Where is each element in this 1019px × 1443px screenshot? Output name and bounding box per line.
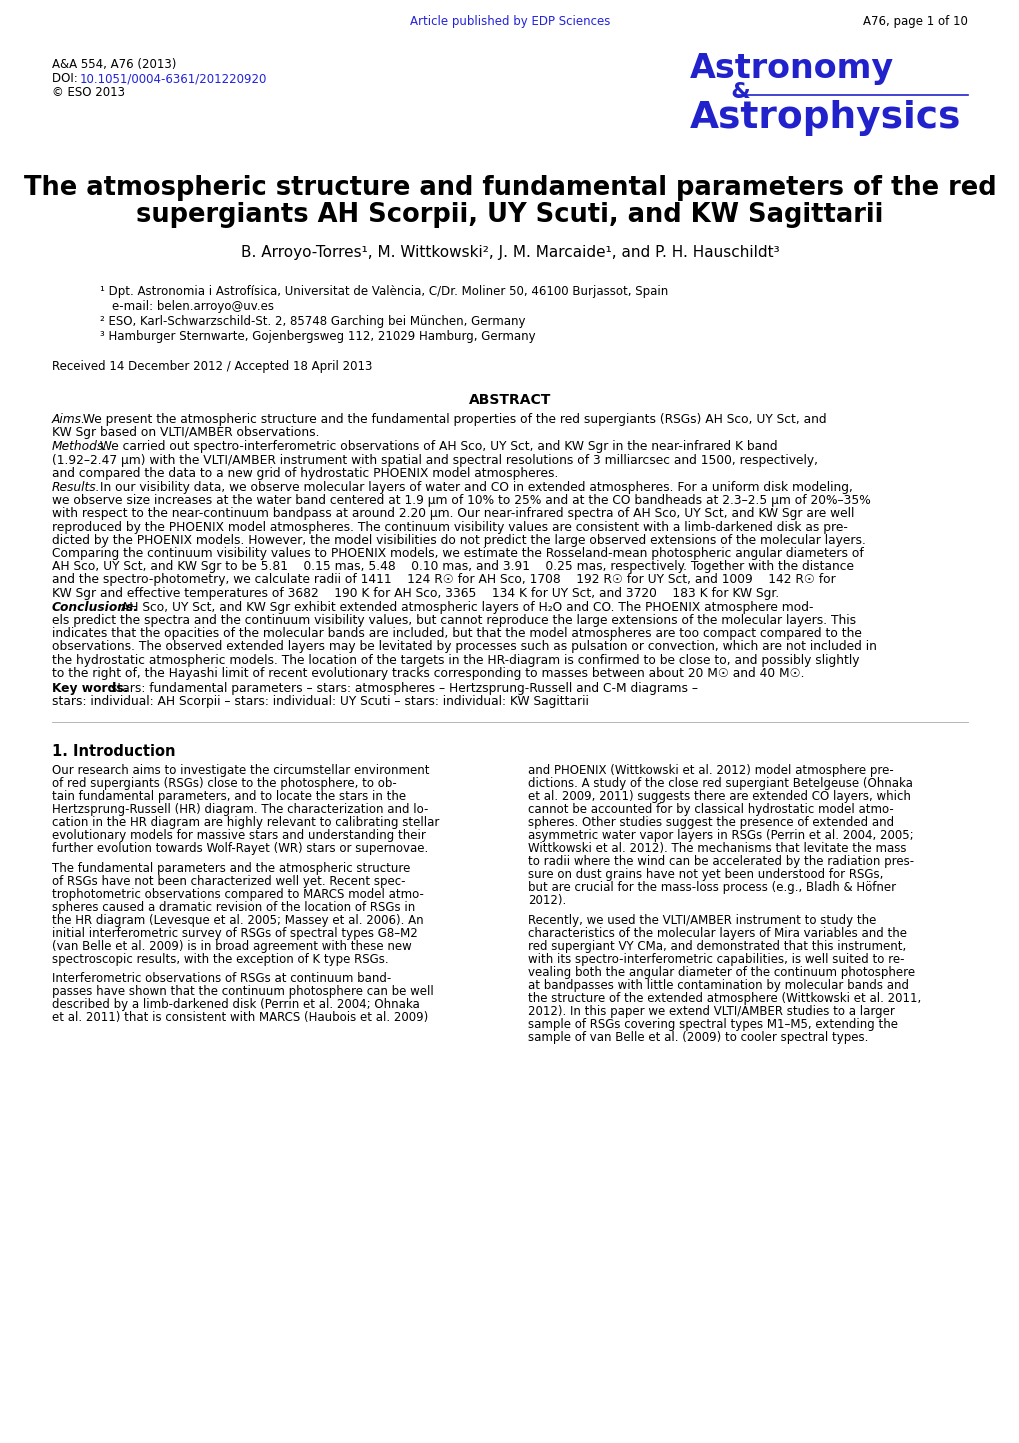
Text: Received 14 December 2012 / Accepted 18 April 2013: Received 14 December 2012 / Accepted 18 … — [52, 359, 372, 372]
Text: stars: fundamental parameters – stars: atmospheres – Hertzsprung-Russell and C-M: stars: fundamental parameters – stars: a… — [106, 683, 697, 696]
Text: at bandpasses with little contamination by molecular bands and: at bandpasses with little contamination … — [528, 978, 908, 991]
Text: ² ESO, Karl-Schwarzschild-St. 2, 85748 Garching bei München, Germany: ² ESO, Karl-Schwarzschild-St. 2, 85748 G… — [100, 315, 525, 328]
Text: 1. Introduction: 1. Introduction — [52, 745, 175, 759]
Text: the hydrostatic atmospheric models. The location of the targets in the HR-diagra: the hydrostatic atmospheric models. The … — [52, 654, 859, 667]
Text: A76, page 1 of 10: A76, page 1 of 10 — [862, 14, 967, 27]
Text: Comparing the continuum visibility values to PHOENIX models, we estimate the Ros: Comparing the continuum visibility value… — [52, 547, 863, 560]
Text: Hertzsprung-Russell (HR) diagram. The characterization and lo-: Hertzsprung-Russell (HR) diagram. The ch… — [52, 804, 428, 817]
Text: Wittkowski et al. 2012). The mechanisms that levitate the mass: Wittkowski et al. 2012). The mechanisms … — [528, 843, 906, 856]
Text: Aims.: Aims. — [52, 413, 86, 426]
Text: Interferometric observations of RSGs at continuum band-: Interferometric observations of RSGs at … — [52, 973, 391, 986]
Text: A&A 554, A76 (2013): A&A 554, A76 (2013) — [52, 58, 176, 71]
Text: red supergiant VY CMa, and demonstrated that this instrument,: red supergiant VY CMa, and demonstrated … — [528, 939, 905, 952]
Text: Our research aims to investigate the circumstellar environment: Our research aims to investigate the cir… — [52, 765, 429, 778]
Text: dicted by the PHOENIX models. However, the model visibilities do not predict the: dicted by the PHOENIX models. However, t… — [52, 534, 865, 547]
Text: 2012). In this paper we extend VLTI/AMBER studies to a larger: 2012). In this paper we extend VLTI/AMBE… — [528, 1004, 894, 1017]
Text: spheres. Other studies suggest the presence of extended and: spheres. Other studies suggest the prese… — [528, 817, 894, 830]
Text: evolutionary models for massive stars and understanding their: evolutionary models for massive stars an… — [52, 830, 426, 843]
Text: Recently, we used the VLTI/AMBER instrument to study the: Recently, we used the VLTI/AMBER instrum… — [528, 913, 875, 926]
Text: characteristics of the molecular layers of Mira variables and the: characteristics of the molecular layers … — [528, 926, 906, 939]
Text: Astronomy: Astronomy — [689, 52, 894, 85]
Text: AH Sco, UY Sct, and KW Sgr to be 5.81    0.15 mas, 5.48    0.10 mas, and 3.91   : AH Sco, UY Sct, and KW Sgr to be 5.81 0.… — [52, 560, 853, 573]
Text: 2012).: 2012). — [528, 895, 566, 908]
Text: spectroscopic results, with the exception of K type RSGs.: spectroscopic results, with the exceptio… — [52, 952, 388, 965]
Text: The fundamental parameters and the atmospheric structure: The fundamental parameters and the atmos… — [52, 861, 410, 874]
Text: and the spectro-photometry, we calculate radii of 1411    124 R☉ for AH Sco, 170: and the spectro-photometry, we calculate… — [52, 573, 835, 586]
Text: In our visibility data, we observe molecular layers of water and CO in extended : In our visibility data, we observe molec… — [96, 481, 852, 494]
Text: Methods.: Methods. — [52, 440, 108, 453]
Text: Key words.: Key words. — [52, 683, 128, 696]
Text: sample of van Belle et al. (2009) to cooler spectral types.: sample of van Belle et al. (2009) to coo… — [528, 1030, 867, 1043]
Text: observations. The observed extended layers may be levitated by processes such as: observations. The observed extended laye… — [52, 641, 876, 654]
Text: Results.: Results. — [52, 481, 101, 494]
Text: described by a limb-darkened disk (Perrin et al. 2004; Ohnaka: described by a limb-darkened disk (Perri… — [52, 999, 420, 1012]
Text: AH Sco, UY Sct, and KW Sgr exhibit extended atmospheric layers of H₂O and CO. Th: AH Sco, UY Sct, and KW Sgr exhibit exten… — [117, 600, 813, 613]
Text: 10.1051/0004-6361/201220920: 10.1051/0004-6361/201220920 — [79, 72, 267, 85]
Text: supergiants AH Scorpii, UY Scuti, and KW Sagittarii: supergiants AH Scorpii, UY Scuti, and KW… — [137, 202, 882, 228]
Text: et al. 2011) that is consistent with MARCS (Haubois et al. 2009): et al. 2011) that is consistent with MAR… — [52, 1012, 428, 1025]
Text: sure on dust grains have not yet been understood for RSGs,: sure on dust grains have not yet been un… — [528, 869, 882, 882]
Text: ABSTRACT: ABSTRACT — [469, 392, 550, 407]
Text: reproduced by the PHOENIX model atmospheres. The continuum visibility values are: reproduced by the PHOENIX model atmosphe… — [52, 521, 847, 534]
Text: and compared the data to a new grid of hydrostatic PHOENIX model atmospheres.: and compared the data to a new grid of h… — [52, 466, 557, 481]
Text: we observe size increases at the water band centered at 1.9 μm of 10% to 25% and: we observe size increases at the water b… — [52, 494, 870, 506]
Text: with its spectro-interferometric capabilities, is well suited to re-: with its spectro-interferometric capabil… — [528, 952, 904, 965]
Text: passes have shown that the continuum photosphere can be well: passes have shown that the continuum pho… — [52, 986, 433, 999]
Text: Article published by EDP Sciences: Article published by EDP Sciences — [410, 14, 609, 27]
Text: &: & — [707, 82, 750, 102]
Text: to radii where the wind can be accelerated by the radiation pres-: to radii where the wind can be accelerat… — [528, 856, 913, 869]
Text: The atmospheric structure and fundamental parameters of the red: The atmospheric structure and fundamenta… — [23, 175, 996, 201]
Text: e-mail: belen.arroyo@uv.es: e-mail: belen.arroyo@uv.es — [112, 300, 274, 313]
Text: dictions. A study of the close red supergiant Betelgeuse (Ohnaka: dictions. A study of the close red super… — [528, 778, 912, 791]
Text: with respect to the near-continuum bandpass at around 2.20 μm. Our near-infrared: with respect to the near-continuum bandp… — [52, 508, 854, 521]
Text: We carried out spectro-interferometric observations of AH Sco, UY Sct, and KW Sg: We carried out spectro-interferometric o… — [96, 440, 776, 453]
Text: to the right of, the Hayashi limit of recent evolutionary tracks corresponding t: to the right of, the Hayashi limit of re… — [52, 667, 804, 680]
Text: stars: individual: AH Scorpii – stars: individual: UY Scuti – stars: individual:: stars: individual: AH Scorpii – stars: i… — [52, 696, 588, 709]
Text: (van Belle et al. 2009) is in broad agreement with these new: (van Belle et al. 2009) is in broad agre… — [52, 939, 412, 952]
Text: B. Arroyo-Torres¹, M. Wittkowski², J. M. Marcaide¹, and P. H. Hauschildt³: B. Arroyo-Torres¹, M. Wittkowski², J. M.… — [240, 245, 779, 260]
Text: asymmetric water vapor layers in RSGs (Perrin et al. 2004, 2005;: asymmetric water vapor layers in RSGs (P… — [528, 830, 913, 843]
Text: indicates that the opacities of the molecular bands are included, but that the m: indicates that the opacities of the mole… — [52, 628, 861, 641]
Text: KW Sgr and effective temperatures of 3682    190 K for AH Sco, 3365    134 K for: KW Sgr and effective temperatures of 368… — [52, 587, 779, 600]
Text: cation in the HR diagram are highly relevant to calibrating stellar: cation in the HR diagram are highly rele… — [52, 817, 439, 830]
Text: ³ Hamburger Sternwarte, Gojenbergsweg 112, 21029 Hamburg, Germany: ³ Hamburger Sternwarte, Gojenbergsweg 11… — [100, 330, 535, 343]
Text: We present the atmospheric structure and the fundamental properties of the red s: We present the atmospheric structure and… — [79, 413, 826, 426]
Text: sample of RSGs covering spectral types M1–M5, extending the: sample of RSGs covering spectral types M… — [528, 1017, 897, 1030]
Text: vealing both the angular diameter of the continuum photosphere: vealing both the angular diameter of the… — [528, 965, 914, 978]
Text: the structure of the extended atmosphere (Wittkowski et al. 2011,: the structure of the extended atmosphere… — [528, 991, 920, 1004]
Text: trophotometric observations compared to MARCS model atmo-: trophotometric observations compared to … — [52, 887, 424, 900]
Text: KW Sgr based on VLTI/AMBER observations.: KW Sgr based on VLTI/AMBER observations. — [52, 426, 319, 439]
Text: DOI:: DOI: — [52, 72, 82, 85]
Text: els predict the spectra and the continuum visibility values, but cannot reproduc: els predict the spectra and the continuu… — [52, 615, 855, 628]
Text: but are crucial for the mass-loss process (e.g., Bladh & Höfner: but are crucial for the mass-loss proces… — [528, 882, 896, 895]
Text: Astrophysics: Astrophysics — [689, 100, 961, 136]
Text: et al. 2009, 2011) suggests there are extended CO layers, which: et al. 2009, 2011) suggests there are ex… — [528, 791, 910, 804]
Text: (1.92–2.47 μm) with the VLTI/AMBER instrument with spatial and spectral resoluti: (1.92–2.47 μm) with the VLTI/AMBER instr… — [52, 453, 817, 466]
Text: spheres caused a dramatic revision of the location of RSGs in: spheres caused a dramatic revision of th… — [52, 900, 415, 913]
Text: Conclusions.: Conclusions. — [52, 600, 139, 613]
Text: and PHOENIX (Wittkowski et al. 2012) model atmosphere pre-: and PHOENIX (Wittkowski et al. 2012) mod… — [528, 765, 893, 778]
Text: ¹ Dpt. Astronomia i Astrofísica, Universitat de València, C/Dr. Moliner 50, 4610: ¹ Dpt. Astronomia i Astrofísica, Univers… — [100, 286, 667, 299]
Text: further evolution towards Wolf-Rayet (WR) stars or supernovae.: further evolution towards Wolf-Rayet (WR… — [52, 843, 428, 856]
Text: the HR diagram (Levesque et al. 2005; Massey et al. 2006). An: the HR diagram (Levesque et al. 2005; Ma… — [52, 913, 423, 926]
Text: cannot be accounted for by classical hydrostatic model atmo-: cannot be accounted for by classical hyd… — [528, 804, 893, 817]
Text: tain fundamental parameters, and to locate the stars in the: tain fundamental parameters, and to loca… — [52, 791, 406, 804]
Text: of red supergiants (RSGs) close to the photosphere, to ob-: of red supergiants (RSGs) close to the p… — [52, 778, 396, 791]
Text: © ESO 2013: © ESO 2013 — [52, 87, 125, 100]
Text: of RSGs have not been characterized well yet. Recent spec-: of RSGs have not been characterized well… — [52, 874, 406, 887]
Text: initial interferometric survey of RSGs of spectral types G8–M2: initial interferometric survey of RSGs o… — [52, 926, 418, 939]
